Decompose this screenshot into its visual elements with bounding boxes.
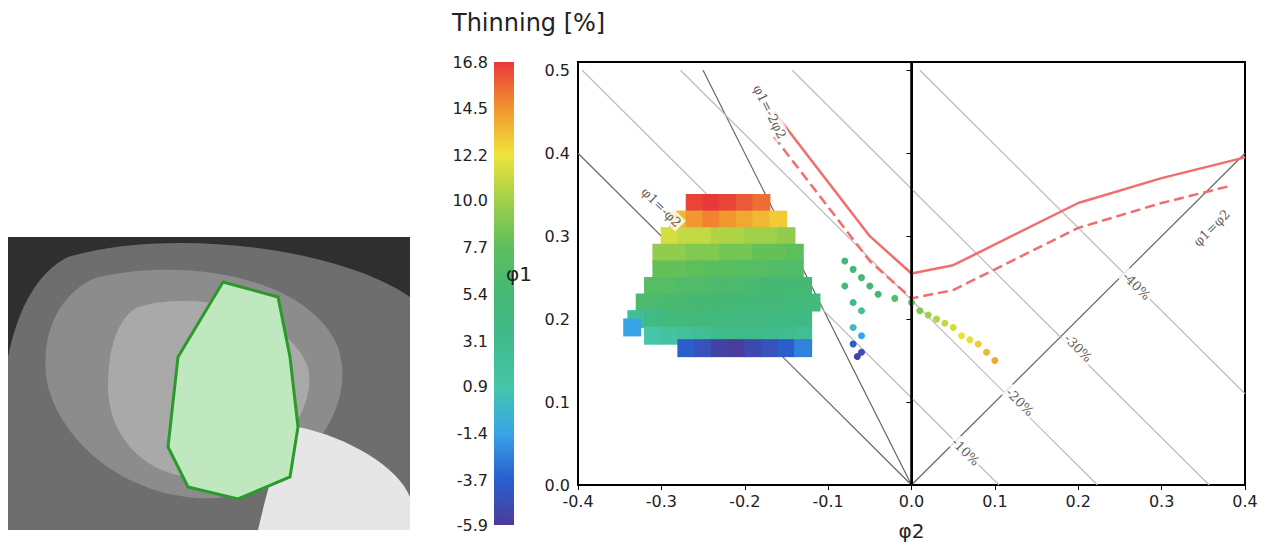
svg-text:-0.2: -0.2 — [729, 492, 760, 511]
svg-text:0.4: 0.4 — [1232, 492, 1257, 511]
svg-text:-0.3: -0.3 — [646, 492, 677, 511]
svg-text:φ2: φ2 — [899, 519, 925, 543]
svg-text:0.3: 0.3 — [1149, 492, 1174, 511]
svg-text:14.5: 14.5 — [452, 99, 488, 118]
svg-text:0.5: 0.5 — [545, 61, 570, 80]
svg-text:0.3: 0.3 — [545, 227, 570, 246]
svg-text:0.2: 0.2 — [545, 310, 570, 329]
svg-text:-3.7: -3.7 — [457, 471, 488, 490]
svg-text:-30%: -30% — [1061, 331, 1095, 365]
svg-text:-10%: -10% — [949, 435, 983, 469]
svg-text:φ1=-2φ2: φ1=-2φ2 — [750, 82, 790, 141]
svg-text:0.0: 0.0 — [544, 475, 570, 495]
svg-text:0.0: 0.0 — [899, 492, 924, 511]
svg-text:0.2: 0.2 — [1066, 492, 1091, 511]
svg-text:φ1=φ2: φ1=φ2 — [1190, 206, 1233, 249]
svg-text:10.0: 10.0 — [452, 191, 488, 210]
svg-text:φ1=-φ2: φ1=-φ2 — [638, 184, 684, 230]
svg-text:-20%: -20% — [1003, 385, 1037, 419]
svg-text:Thinning [%]: Thinning [%] — [451, 9, 605, 37]
svg-text:16.8: 16.8 — [452, 53, 488, 72]
svg-text:-40%: -40% — [1120, 269, 1154, 303]
svg-text:0.1: 0.1 — [545, 393, 570, 412]
svg-text:-0.4: -0.4 — [562, 492, 593, 511]
svg-text:0.4: 0.4 — [545, 144, 570, 163]
svg-text:12.2: 12.2 — [452, 146, 488, 165]
svg-text:0.9: 0.9 — [463, 377, 488, 396]
svg-text:0.1: 0.1 — [982, 492, 1007, 511]
svg-text:φ1: φ1 — [506, 262, 532, 286]
svg-text:3.1: 3.1 — [463, 332, 488, 351]
svg-text:-0.1: -0.1 — [813, 492, 844, 511]
svg-text:7.7: 7.7 — [463, 238, 488, 257]
svg-text:-5.9: -5.9 — [457, 516, 488, 535]
svg-text:-1.4: -1.4 — [457, 424, 488, 443]
svg-text:5.4: 5.4 — [463, 285, 488, 304]
